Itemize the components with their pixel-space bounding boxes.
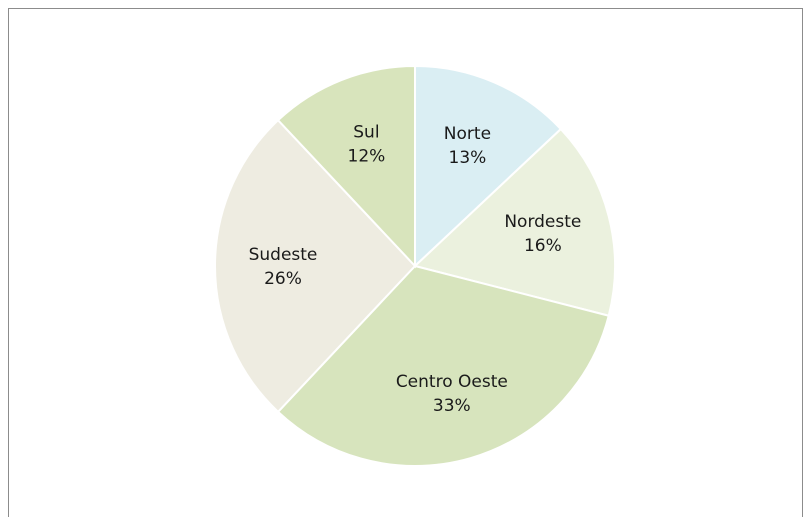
slice-value-label: 26% — [264, 269, 302, 289]
pie-slice — [412, 127, 616, 317]
pie-slice — [214, 118, 417, 414]
slice-value-label: 13% — [449, 148, 487, 168]
slice-label: Nordeste — [504, 212, 581, 232]
pie-slice — [414, 64, 563, 269]
slice-label: Sul — [353, 122, 379, 142]
slice-label: Norte — [444, 124, 491, 144]
slice-label: Sudeste — [249, 245, 318, 265]
pie-slice — [276, 264, 610, 467]
slice-value-label: 16% — [524, 236, 562, 256]
pie-slice — [276, 64, 416, 269]
slice-label: Centro Oeste — [396, 372, 508, 392]
slice-value-label: 33% — [433, 396, 471, 416]
slice-value-label: 12% — [348, 146, 386, 166]
